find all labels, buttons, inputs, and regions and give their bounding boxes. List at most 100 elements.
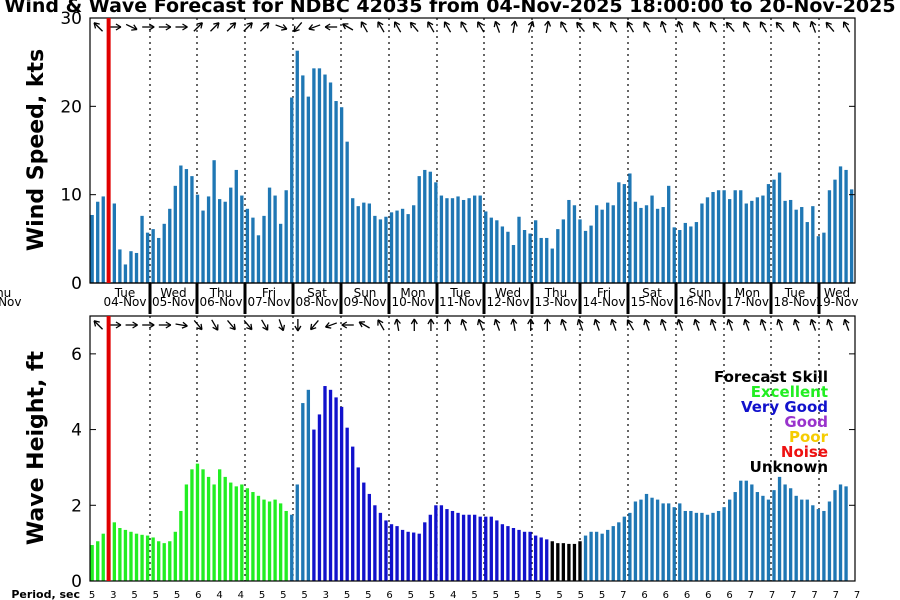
period-value: 7 <box>811 590 817 600</box>
wind-bar <box>467 198 471 283</box>
arrow-head <box>544 20 552 27</box>
day-of-week-label: Mon <box>400 286 425 300</box>
direction-arrow <box>443 318 452 331</box>
direction-arrow <box>342 23 354 31</box>
direction-arrow <box>142 23 155 31</box>
wave-bar <box>822 510 826 581</box>
arrow-shaft <box>844 319 850 331</box>
arrow-head <box>527 318 535 325</box>
date-label: 19-Nov <box>815 295 858 309</box>
wave-bar <box>511 528 516 581</box>
wave-bar <box>744 480 748 581</box>
wind-bar <box>600 209 604 283</box>
legend-item: Unknown <box>750 458 828 476</box>
direction-arrow <box>377 319 385 331</box>
date-label: 08-Nov <box>295 295 338 309</box>
wave-bar <box>755 492 760 581</box>
arrow-head <box>809 20 817 28</box>
wind-bar <box>583 230 588 283</box>
arrow-head <box>181 321 188 329</box>
period-value: 6 <box>726 590 732 600</box>
direction-arrow <box>278 319 286 332</box>
arrow-head <box>393 318 401 325</box>
direction-arrow <box>743 21 751 33</box>
wind-bar <box>606 202 610 283</box>
wind-bar <box>661 207 665 283</box>
wind-bar <box>744 203 748 283</box>
wind-bar <box>234 169 238 283</box>
wind-bar <box>733 190 737 283</box>
wind-bar <box>251 217 255 283</box>
arrow-head <box>643 21 650 28</box>
arrow-head <box>726 318 734 326</box>
wave-bar <box>229 482 233 581</box>
arrow-shaft <box>427 21 435 33</box>
direction-arrow <box>826 318 833 331</box>
arrow-shaft <box>693 21 701 33</box>
wave-bar <box>400 529 405 581</box>
arrow-head <box>592 21 600 29</box>
arrow-head <box>809 318 817 326</box>
wind-bar <box>816 236 821 283</box>
wind-bar <box>473 195 477 283</box>
wind-bar <box>667 185 671 283</box>
arrow-head <box>477 21 484 28</box>
arrow-head <box>510 318 518 325</box>
wind-bar <box>134 252 139 283</box>
legend-title: Forecast Skill <box>714 368 828 386</box>
wave-bar <box>667 503 671 581</box>
direction-arrow <box>324 23 338 31</box>
direction-arrow <box>776 318 784 331</box>
wave-bar <box>578 541 582 581</box>
arrow-head <box>324 322 332 329</box>
arrow-head <box>460 318 468 326</box>
arrow-head <box>676 318 684 326</box>
direction-arrow <box>324 322 338 329</box>
wave-bar <box>373 505 377 581</box>
wind-bar <box>578 219 582 283</box>
arrow-shaft <box>342 23 354 31</box>
direction-arrow <box>93 22 104 32</box>
period-value: 6 <box>705 590 711 600</box>
arrow-shaft <box>561 319 567 331</box>
wind-bar <box>317 68 322 283</box>
wave-bars <box>90 386 848 581</box>
wave-bar <box>655 499 660 581</box>
day-of-week-label: Fri <box>262 286 276 300</box>
arrow-shaft <box>775 21 785 33</box>
wave-bar <box>212 484 216 581</box>
wave-bar <box>423 522 427 581</box>
direction-arrow <box>560 318 567 331</box>
wave-bar <box>495 520 499 581</box>
wind-bar <box>96 201 100 283</box>
wave-bar <box>467 514 471 581</box>
arrow-head <box>115 23 122 31</box>
wind-y-ticks: 0 10 20 30 <box>60 9 855 294</box>
direction-arrow <box>243 22 253 32</box>
wind-bar <box>761 195 765 283</box>
direction-arrow <box>510 318 518 332</box>
period-value: 7 <box>748 590 754 600</box>
wave-bar <box>295 484 299 581</box>
arrow-shaft <box>827 319 833 331</box>
direction-arrow <box>293 21 303 33</box>
wind-bar <box>755 197 760 283</box>
arrow-shaft <box>211 319 219 331</box>
period-value: 5 <box>301 590 307 600</box>
arrow-shaft <box>677 21 684 33</box>
wave-bar <box>267 501 272 581</box>
wave-bar <box>716 510 721 581</box>
date-label: 07-Nov <box>247 295 290 309</box>
arrow-head <box>743 318 750 326</box>
wave-bar <box>351 446 355 581</box>
arrow-head <box>576 21 583 29</box>
arrow-head <box>409 21 417 29</box>
wave-bar <box>201 469 205 581</box>
wind-bar <box>162 223 166 283</box>
arrow-shaft <box>210 22 220 32</box>
wind-bar <box>229 187 233 283</box>
arrow-head <box>759 318 767 326</box>
day-of-week-label: Mon <box>735 286 760 300</box>
arrow-head <box>294 325 302 332</box>
